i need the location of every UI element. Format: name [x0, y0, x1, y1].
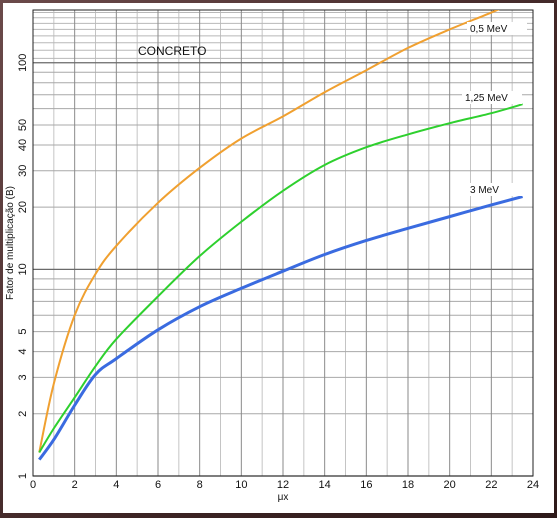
series-layer	[38, 10, 523, 461]
major-grid	[32, 10, 534, 477]
x-tick-label: 0	[30, 479, 36, 491]
x-tick-label: 10	[235, 479, 247, 491]
series-label-3: 3 MeV	[470, 185, 499, 196]
series-label-bg	[467, 183, 527, 196]
y-tick-label: 20	[17, 201, 29, 213]
plot-border	[32, 9, 534, 477]
series-line-3	[38, 195, 523, 461]
series-label-2: 1,25 MeV	[465, 93, 508, 104]
x-tick-label: 4	[113, 479, 119, 491]
y-tick-label: 50	[17, 119, 29, 131]
x-tick-label: 20	[444, 479, 456, 491]
chart-svg: 0 2 4 6 8 10 12 14 16 18 20 22 24 123451020304050100…	[5, 9, 539, 503]
y-tick-label: 5	[17, 329, 29, 335]
y-tick-label: 40	[17, 139, 29, 151]
x-tick-label: 16	[360, 479, 372, 491]
x-tick-label: 22	[485, 479, 497, 491]
series-label-1: 0,5 MeV	[470, 24, 508, 35]
y-tick-label: 2	[17, 411, 29, 417]
y-tick-label: 4	[17, 349, 29, 355]
y-tick-label: 100	[17, 54, 29, 72]
x-tick-label: 14	[319, 479, 331, 491]
x-tick-label: 6	[155, 479, 161, 491]
y-tick-label: 10	[17, 263, 29, 275]
series-line-2	[38, 103, 523, 453]
y-tick-labels: 1 2 3 4 5 10 20 30 40 50 100	[17, 54, 29, 479]
x-tick-label: 12	[277, 479, 289, 491]
chart-title: CONCRETO	[138, 44, 206, 58]
x-tick-labels: 0 2 4 6 8 10 12 14 16 18 20 22 24	[30, 479, 539, 491]
series-label-bg	[462, 91, 522, 104]
series-line-1	[38, 10, 500, 453]
y-tick-label: 30	[17, 165, 29, 177]
x-tick-label: 8	[197, 479, 203, 491]
series-label-bg	[467, 22, 527, 35]
x-tick-label: 24	[527, 479, 539, 491]
x-axis-label: μx	[278, 492, 289, 503]
series-labels: 0,5 MeV 1,25 MeV 3 MeV	[462, 22, 527, 196]
x-tick-label: 18	[402, 479, 414, 491]
y-tick-label: 3	[17, 374, 29, 380]
y-tick-label: 1	[17, 473, 29, 479]
x-tick-label: 2	[72, 479, 78, 491]
chart-panel: 0 2 4 6 8 10 12 14 16 18 20 22 24 1 2 3 4 5 10 20 30 40 50 100…	[3, 3, 554, 513]
y-axis-label: Fator de multiplicação (B)	[5, 186, 16, 300]
